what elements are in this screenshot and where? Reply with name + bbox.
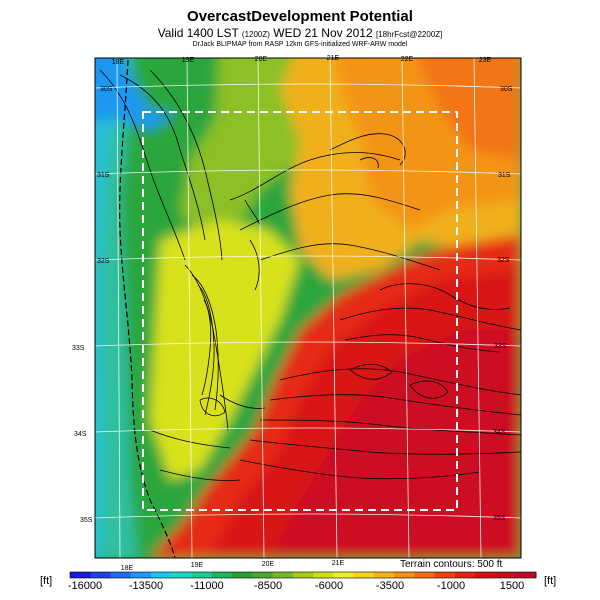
left-lat-label: 31S (97, 172, 110, 179)
map-title: OvercastDevelopment Potential (187, 8, 413, 25)
bottom-lon-label: 18E (121, 565, 134, 572)
right-lat-label: 33S (494, 343, 507, 350)
colorbar-label: -13500 (128, 580, 164, 592)
colorbar-swatch (313, 572, 334, 578)
colorbar-swatch (211, 572, 233, 578)
colorbar-label: -3500 (375, 580, 405, 592)
top-lon-label: 19E (182, 57, 195, 64)
left-lat-label: 30S (100, 86, 113, 93)
colorbar-swatch (394, 572, 415, 578)
colorbar-label: -6000 (314, 580, 344, 592)
valid-date: WED 21 Nov 2012 (273, 26, 373, 40)
forecast-tag: [18hrFcst@2200Z] (376, 30, 443, 39)
colorbar-swatch (434, 572, 456, 578)
bottom-lon-label: 21E (332, 560, 345, 567)
top-lon-label: 18E (112, 59, 125, 66)
map-frame (94, 57, 522, 559)
right-lat-label: 35S (493, 515, 506, 522)
colorbar-frame (69, 571, 537, 579)
left-lat-label: 34S (74, 431, 87, 438)
colorbar-label: -11000 (190, 580, 224, 592)
map-subtitle: Valid 1400 LST (1200Z) WED 21 Nov 2012 [… (0, 26, 600, 40)
colorbar-swatch (110, 572, 132, 578)
colorbar-swatch (171, 572, 193, 578)
colorbar-swatch (70, 572, 91, 578)
terrain-contours-note: Terrain contours: 500 ft (400, 559, 503, 570)
colorbar-swatch (151, 572, 172, 578)
colorbar-swatch (191, 572, 213, 578)
bottom-lon-label: 19E (191, 562, 204, 569)
bottom-lon-label: 20E (262, 561, 275, 568)
right-lat-label: 34S (493, 429, 506, 436)
right-lat-label: 32S (497, 257, 510, 264)
right-lat-label: 31S (498, 172, 511, 179)
colorbar-swatch (252, 572, 274, 578)
top-lon-label: 20E (255, 56, 268, 63)
colorbar-swatch (515, 572, 537, 578)
colorbar-swatch (292, 572, 314, 578)
top-lon-label: 22E (401, 56, 414, 63)
colorbar-label: 1500 (499, 580, 525, 592)
colorbar-swatch (90, 572, 112, 578)
colorbar-swatch (232, 572, 253, 578)
coastline (119, 59, 176, 558)
model-credit: DrJack BLIPMAP from RASP 12km GFS-initia… (192, 41, 408, 48)
inner-domain-box (142, 111, 458, 511)
right-lat-label: 30S (500, 86, 513, 93)
colorbar-label: -1000 (436, 580, 466, 592)
colorbar-swatch (272, 572, 294, 578)
left-lat-label: 32S (97, 258, 110, 265)
valid-time: Valid 1400 LST (157, 26, 239, 40)
left-lat-label: 35S (80, 517, 93, 524)
colorbar (69, 571, 537, 579)
top-lon-label: 23E (479, 57, 492, 64)
colorbar-swatch (454, 572, 476, 578)
colorbar-swatch (475, 572, 496, 578)
colorbar-unit-left: [ft] (40, 575, 53, 587)
field-layer (95, 58, 521, 558)
colorbar-swatch (373, 572, 395, 578)
colorbar-swatch (333, 572, 355, 578)
colorbar-unit-right: [ft] (544, 575, 557, 587)
colorbar-swatch (130, 572, 152, 578)
colorbar-swatch (495, 572, 517, 578)
colorbar-swatch (414, 572, 436, 578)
utc-time: (1200Z) (241, 30, 270, 39)
colorbar-label: -8500 (253, 580, 283, 592)
left-lat-label: 33S (72, 345, 85, 352)
colorbar-swatch (353, 572, 375, 578)
top-lon-label: 21E (327, 55, 340, 62)
colorbar-label: -16000 (67, 580, 103, 592)
graticule (95, 58, 521, 558)
